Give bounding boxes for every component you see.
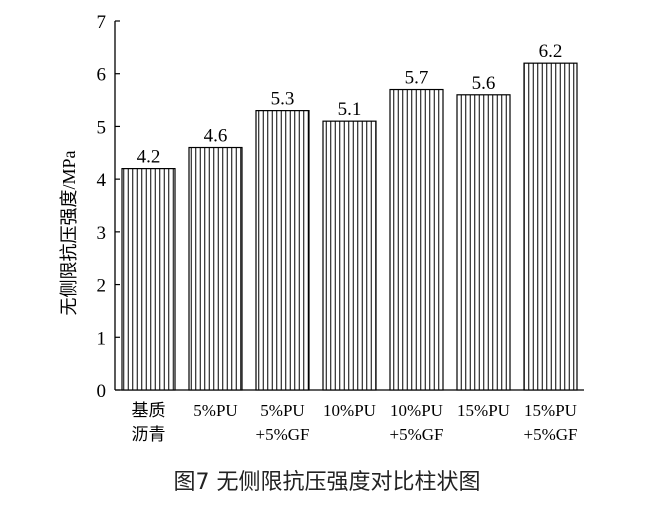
bar (523, 62, 578, 391)
bar-value-label: 5.6 (472, 73, 496, 94)
x-tick-label: 基质 (132, 401, 166, 420)
data-labels: 4.2 4.6 5.3 5.1 5.7 5.6 6.2 (137, 41, 563, 167)
bar-value-label: 5.7 (405, 68, 429, 89)
bar-value-label: 5.3 (271, 89, 295, 110)
bar (456, 94, 511, 391)
x-tick-label: +5%GF (524, 425, 578, 444)
y-tick-label: 4 (97, 170, 107, 191)
x-tick-label: 15%PU (524, 401, 577, 420)
bar (121, 168, 176, 391)
x-tick-label: 沥青 (132, 425, 166, 444)
bar-value-label: 6.2 (539, 41, 563, 62)
bar-value-label: 4.6 (204, 126, 228, 147)
y-tick-label: 1 (97, 328, 107, 349)
figure-caption: 图7 无侧限抗压强度对比柱状图 (173, 470, 481, 495)
bar (322, 120, 377, 391)
y-tick-label: 2 (97, 276, 107, 297)
x-tick-label: 5%PU (193, 401, 237, 420)
x-tick-label: 5%PU (260, 401, 304, 420)
x-tick-label: 10%PU (323, 401, 376, 420)
bar-value-label: 5.1 (338, 99, 362, 120)
y-tick-label: 7 (97, 12, 107, 33)
bar-value-label: 4.2 (137, 147, 161, 168)
y-axis-label: 无侧限抗压强度/MPa (59, 150, 79, 315)
bar (255, 110, 310, 391)
x-tick-label: +5%GF (256, 425, 310, 444)
bar (389, 88, 444, 391)
bars (121, 62, 578, 391)
y-tick-label: 5 (97, 117, 107, 138)
bar (188, 146, 243, 391)
y-tick-label: 6 (97, 65, 107, 86)
x-tick-label: 15%PU (457, 401, 510, 420)
y-tick-label: 3 (97, 223, 107, 244)
x-tick-label: 10%PU (390, 401, 443, 420)
y-tick-label: 0 (97, 381, 107, 402)
x-tick-label: +5%GF (390, 425, 444, 444)
